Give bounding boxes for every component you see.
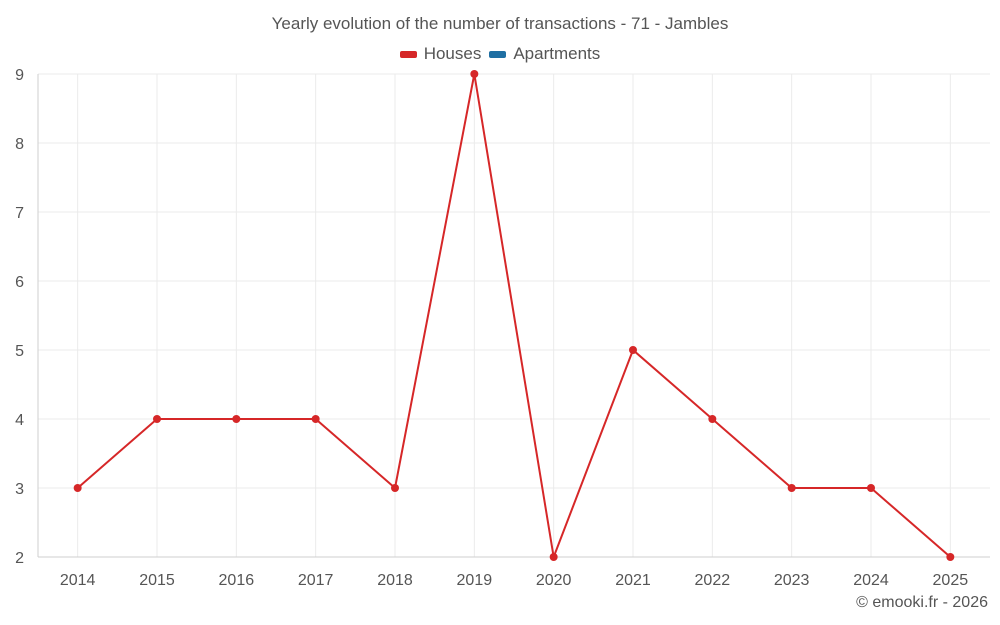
x-tick-label: 2020: [536, 572, 572, 589]
data-point[interactable]: [232, 415, 241, 423]
chart-title: Yearly evolution of the number of transa…: [271, 14, 729, 33]
legend-label-apartments: Apartments: [513, 44, 601, 63]
data-point[interactable]: [787, 484, 796, 492]
y-tick-label: 8: [15, 136, 24, 153]
y-tick-label: 3: [15, 481, 24, 498]
grid-lines: [38, 73, 990, 558]
y-tick-labels: 2 3 4 5 6 7 8 9: [15, 67, 24, 567]
series-line: [77, 73, 951, 558]
data-point[interactable]: [391, 484, 399, 492]
legend-item-apartments[interactable]: Apartments: [489, 44, 600, 64]
data-point[interactable]: [311, 415, 320, 423]
legend-label-houses: Houses: [423, 44, 482, 63]
y-tick-label: 9: [15, 67, 24, 84]
data-point[interactable]: [73, 484, 82, 492]
data-point[interactable]: [470, 70, 479, 78]
legend-swatch-houses: [399, 50, 417, 58]
y-tick-label: 7: [15, 205, 24, 222]
axes: [37, 74, 990, 558]
series-houses: [73, 70, 955, 561]
x-tick-label: 2021: [615, 572, 651, 589]
x-tick-label: 2024: [853, 572, 889, 589]
data-point[interactable]: [946, 553, 955, 561]
x-tick-label: 2016: [219, 572, 255, 589]
data-point[interactable]: [708, 415, 717, 423]
legend-item-houses[interactable]: Houses: [399, 44, 482, 64]
data-point[interactable]: [629, 346, 637, 354]
credit-text: © emooki.fr - 2026: [856, 594, 988, 611]
y-tick-label: 6: [15, 274, 24, 291]
x-tick-label: 2025: [933, 572, 969, 589]
y-tick-label: 2: [15, 550, 24, 567]
data-point[interactable]: [867, 484, 875, 492]
y-tick-label: 4: [15, 412, 24, 429]
x-tick-label: 2023: [774, 572, 810, 589]
x-tick-label: 2022: [695, 572, 731, 589]
x-tick-label: 2014: [60, 572, 96, 589]
data-point[interactable]: [549, 553, 558, 561]
legend-swatch-apartments: [489, 50, 507, 58]
x-tick-label: 2019: [457, 572, 493, 589]
x-tick-label: 2017: [298, 572, 334, 589]
y-tick-label: 5: [15, 343, 24, 360]
x-tick-label: 2018: [377, 572, 413, 589]
data-point[interactable]: [153, 415, 161, 423]
chart-legend: Houses Apartments: [0, 44, 1000, 64]
x-tick-labels: 2014 2015 2016 2017 2018 2019 2020 2021 2022 2023…: [60, 572, 968, 589]
x-tick-label: 2015: [139, 572, 175, 589]
